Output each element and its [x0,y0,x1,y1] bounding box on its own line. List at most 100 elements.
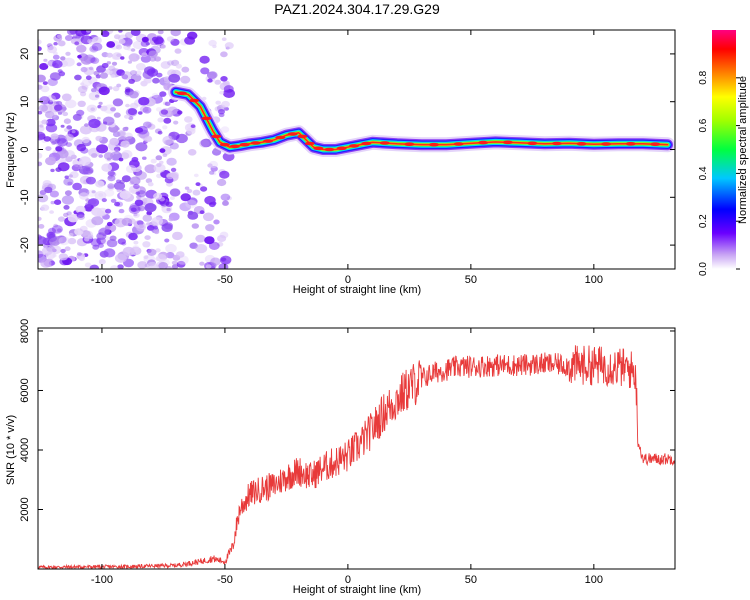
noise-blob [205,264,212,269]
noise-blob [61,93,72,102]
track-peak [361,141,372,146]
track-peak [453,142,464,146]
noise-blob [186,127,196,135]
noise-blob [116,201,123,207]
noise-blob [195,182,201,187]
noise-blob [97,207,108,216]
noise-blob [47,234,57,242]
noise-blob [145,42,150,46]
x-tick-label: 0 [345,274,351,286]
noise-blob [70,154,77,160]
noise-blob [212,172,217,176]
noise-blob [45,156,56,166]
noise-blob [113,112,121,118]
x-tick-label: -50 [217,274,233,286]
noise-blob [38,152,43,159]
noise-blob [88,118,101,129]
noise-blob [161,204,173,214]
noise-blob [96,144,109,154]
noise-blob [49,72,61,81]
snr-x-label: Height of straight line (km) [293,584,421,596]
noise-blob [91,42,103,51]
noise-blob [214,79,221,85]
noise-blob [130,30,141,36]
track-peak [404,142,415,146]
noise-blob [50,168,55,173]
noise-blob [109,171,117,177]
noise-blob [41,247,53,256]
noise-blob [191,223,199,229]
noise-blob [51,114,60,121]
noise-blob [106,157,111,161]
noise-blob [147,182,154,187]
noise-blob [140,40,150,47]
noise-blob [63,212,69,218]
noise-blob [67,30,76,36]
noise-blob [98,86,110,96]
noise-blob [137,261,148,269]
noise-blob [224,42,234,50]
x-tick-label: -100 [91,274,113,286]
noise-blob [199,261,205,266]
track-peak [625,142,636,146]
noise-blob [173,120,179,125]
noise-blob [76,252,82,256]
noise-blob [129,102,139,110]
noise-blob [85,75,92,80]
noise-blob [130,207,137,213]
noise-blob [63,178,74,186]
noise-blob [151,216,163,226]
noise-blob [165,201,173,207]
noise-blob [39,63,49,70]
track-peak [211,134,222,139]
noise-blob [75,30,87,37]
noise-blob [39,96,51,105]
noise-blob [176,260,186,268]
noise-blob [147,123,156,130]
noise-blob [118,208,125,214]
noise-blob [39,124,44,128]
noise-blob [47,78,58,87]
noise-blob [168,73,181,83]
noise-blob [98,228,109,237]
noise-blob [56,228,62,233]
noise-blob [74,74,82,81]
track-peak [297,134,308,139]
noise-blob [80,56,93,65]
snr-line [38,345,675,569]
noise-blob [106,61,112,65]
noise-blob [49,112,58,118]
noise-blob [38,74,46,83]
noise-blob [203,212,214,222]
noise-blob [45,123,58,133]
noise-blob [38,193,49,203]
noise-blob [44,110,55,119]
noise-blob [111,61,118,66]
noise-blob [175,63,182,69]
noise-blob [180,75,191,84]
noise-blob [138,96,150,106]
noise-blob [58,253,69,261]
noise-blob [117,264,124,269]
noise-blob [77,85,88,94]
noise-blob [58,236,70,246]
y-tick-label: 10 [19,96,31,108]
track-peak [576,142,587,146]
track-peak [502,140,513,145]
snr-frame [37,327,676,570]
noise-blob [82,166,94,175]
noise-blob [138,111,143,115]
noise-blob [130,48,136,52]
x-tick-label: 100 [585,574,603,586]
noise-blob [76,62,82,67]
noise-blob [128,232,138,241]
noise-blob [110,198,117,203]
noise-blob [64,35,73,41]
noise-blob [52,54,60,60]
noise-blob [48,227,56,234]
track-peak [229,144,240,149]
frequency-track [168,84,675,157]
noise-blob [81,84,89,90]
noise-blob [118,39,126,44]
noise-blob [66,211,72,216]
